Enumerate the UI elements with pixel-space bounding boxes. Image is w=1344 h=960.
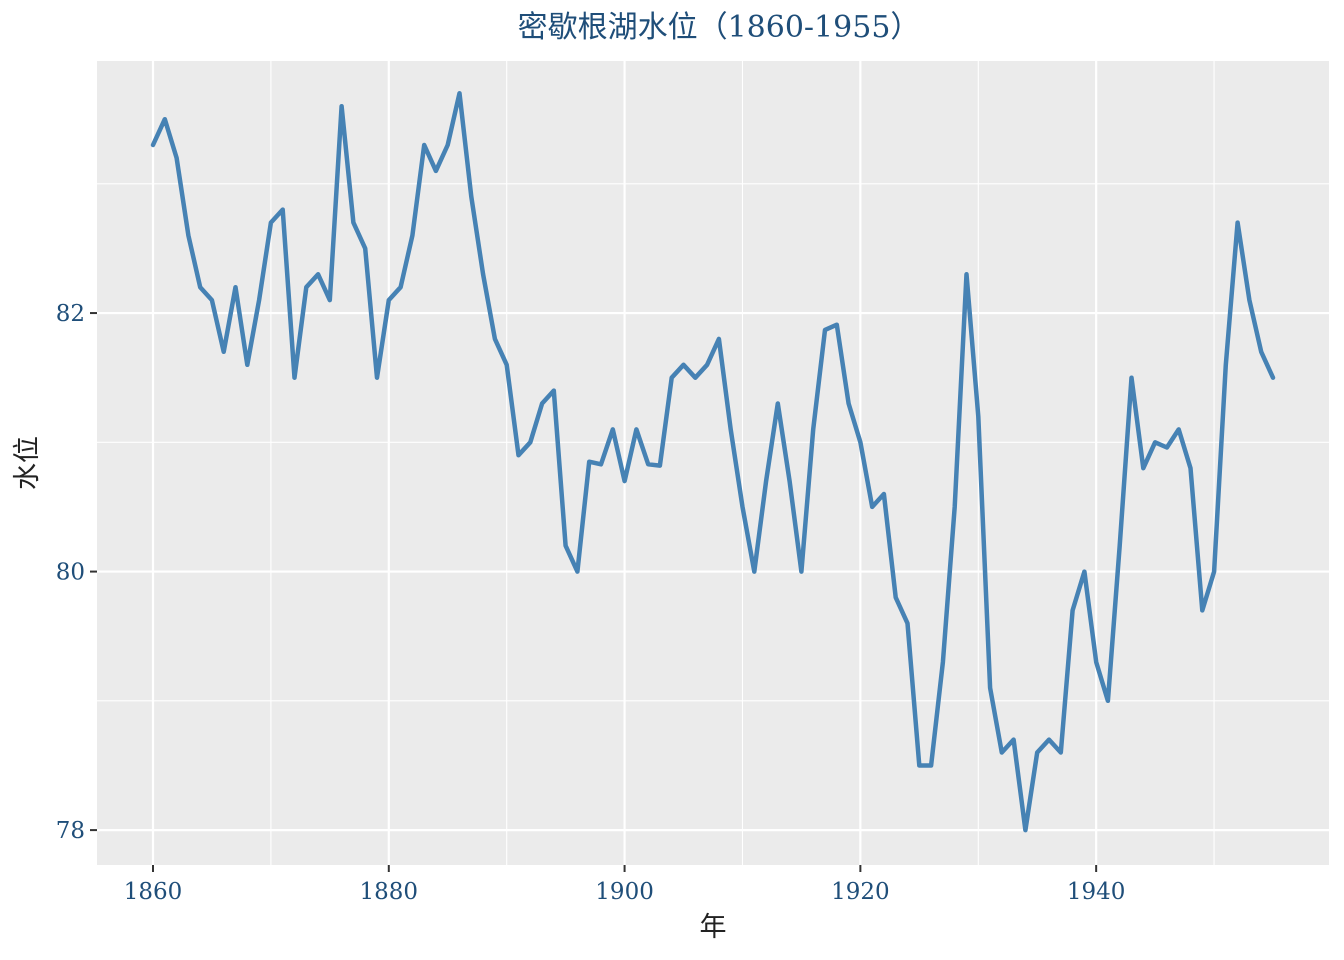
x-axis-ticks: 1860 1880 1900 1920 1940 [124,865,1126,905]
y-axis-label: 水位 [12,436,43,490]
x-axis-label: 年 [700,912,727,943]
x-tick-label: 1860 [124,879,183,905]
water-level-line [150,91,1276,833]
y-tick-label: 78 [56,818,85,844]
x-tick-label: 1920 [831,879,890,905]
y-axis-ticks: 78 80 82 [56,301,97,844]
chart-title: 密歇根湖水位（1860-1955） [518,10,921,45]
x-tick-label: 1940 [1067,879,1126,905]
y-tick-label: 82 [56,301,85,327]
x-tick-label: 1880 [360,879,419,905]
y-tick-label: 80 [56,560,85,586]
x-tick-label: 1900 [595,879,654,905]
